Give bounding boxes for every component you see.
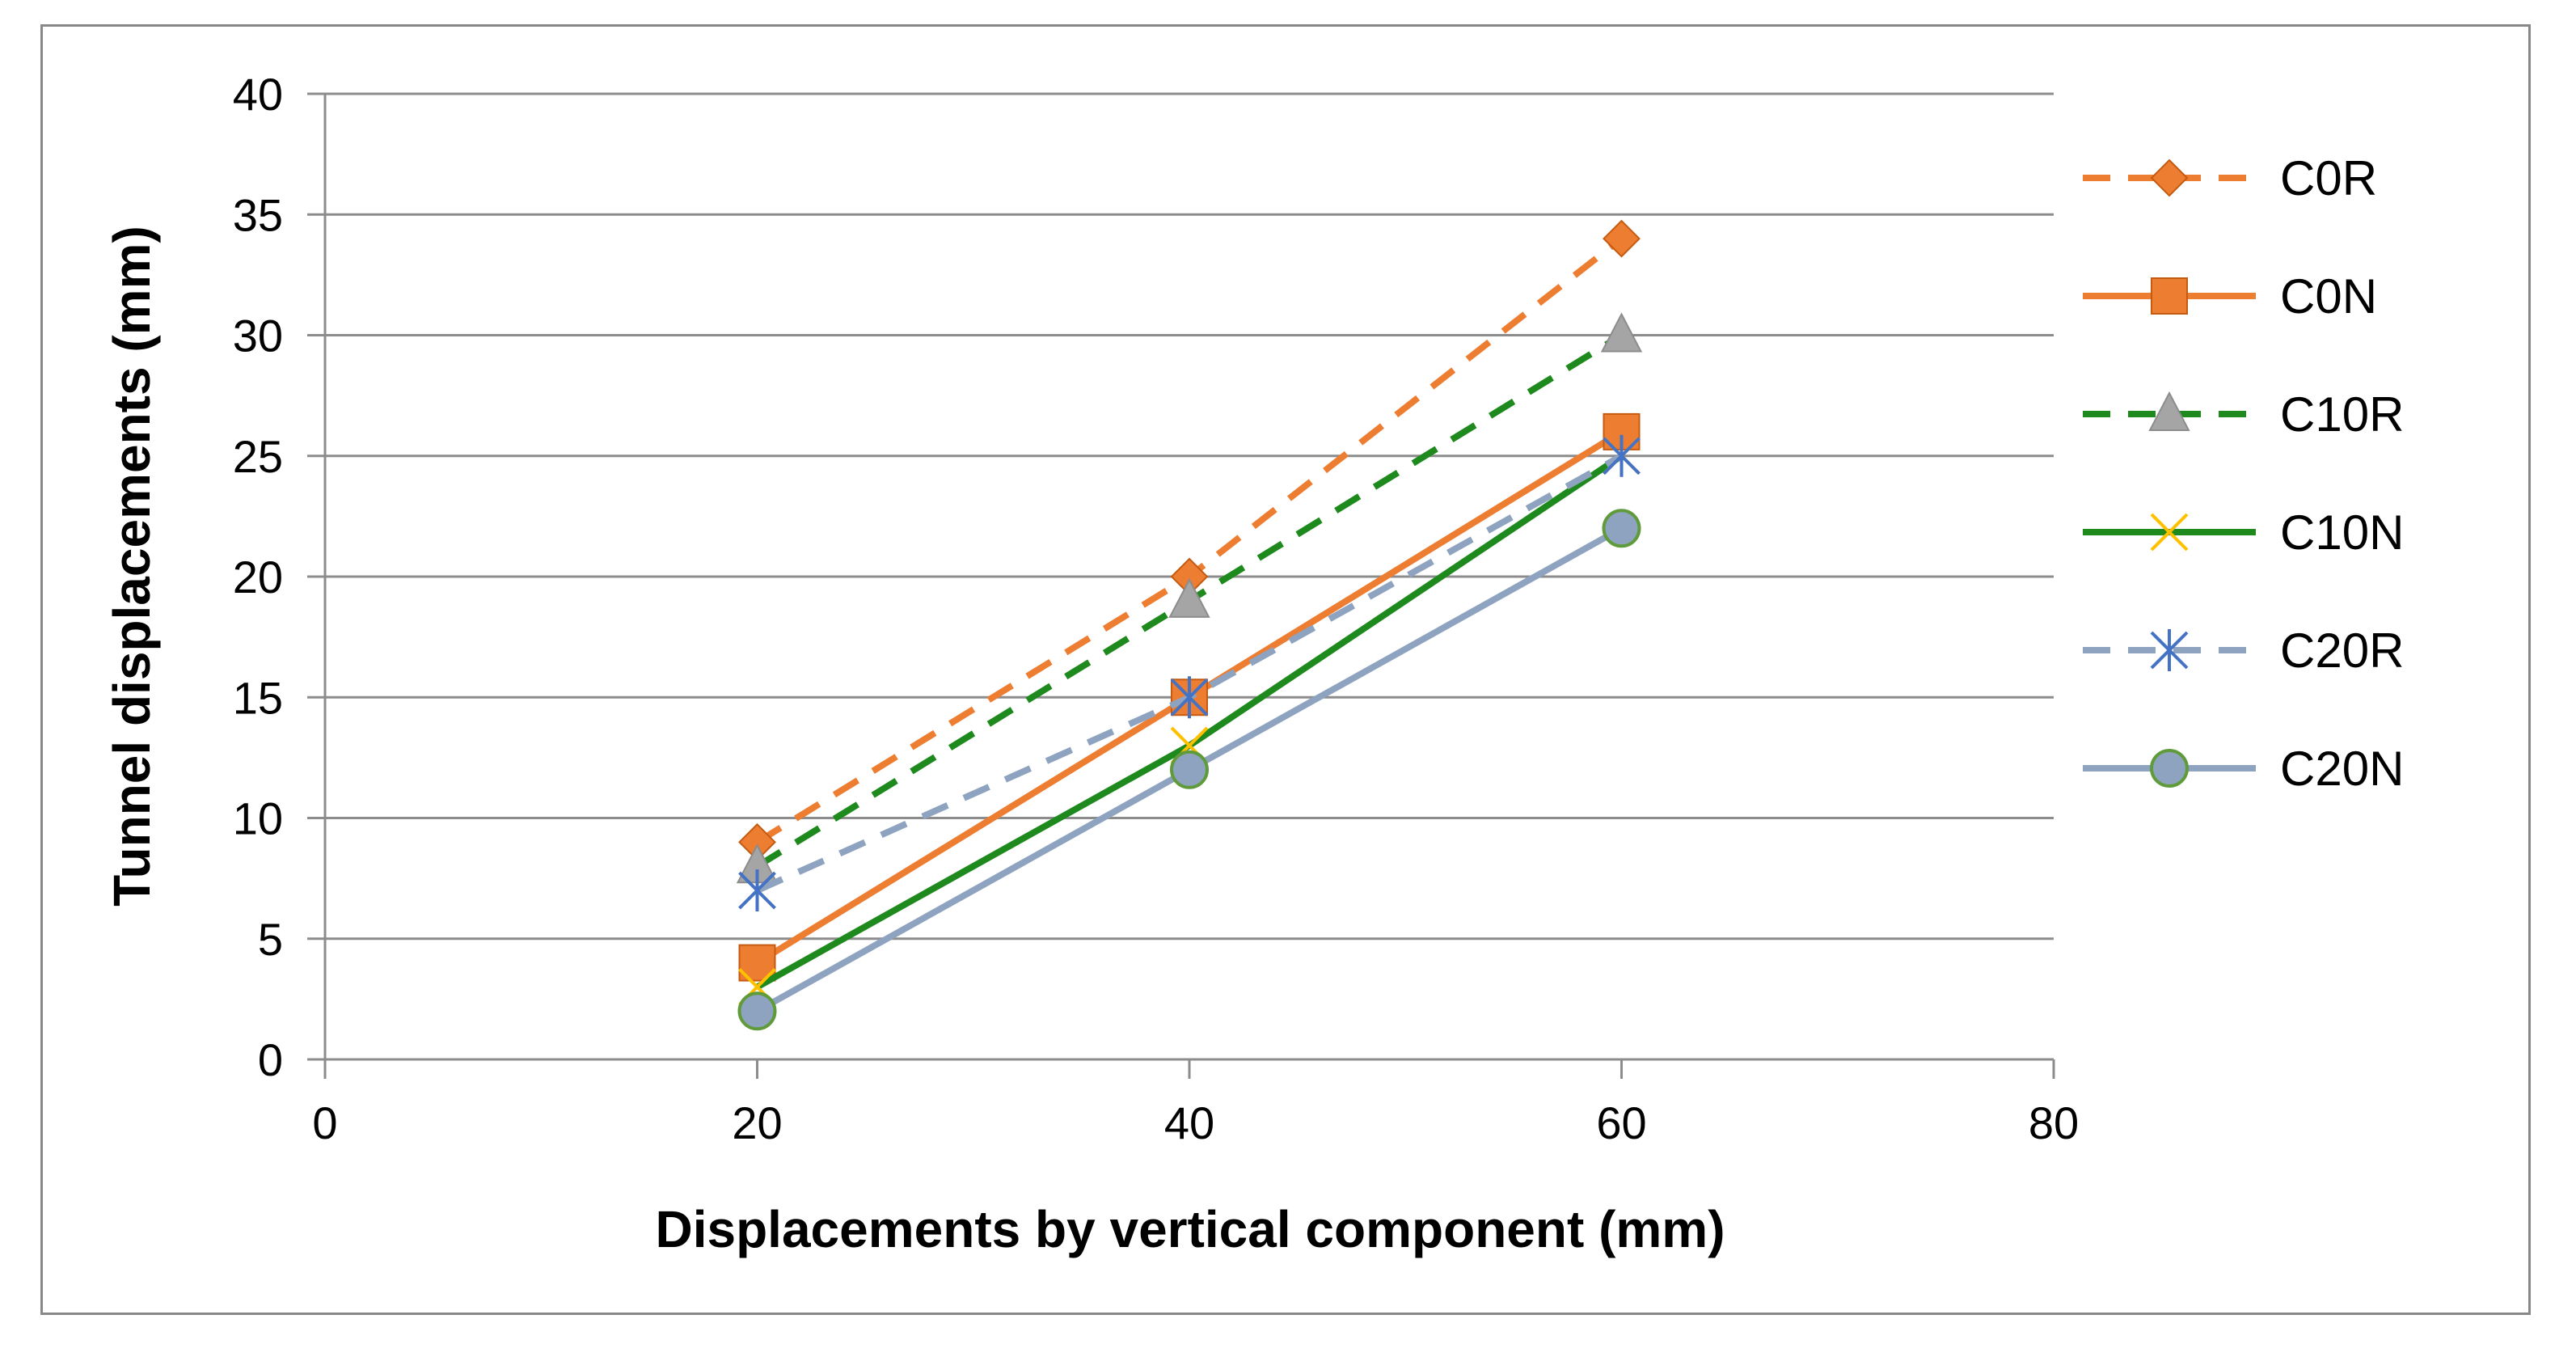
series-point-c10r-40	[1168, 577, 1210, 618]
series-line-c10n	[755, 453, 1624, 990]
y-tick-label-0: 0	[258, 1034, 283, 1085]
legend-marker-c20r	[2150, 629, 2189, 671]
series-c0r	[738, 219, 1641, 861]
series-c20n	[737, 509, 1641, 1031]
legend-label-c10n: C10N	[2280, 505, 2404, 560]
legend-marker-c10n	[2150, 513, 2189, 552]
series-point-c10r-60	[1600, 312, 1643, 353]
series-c10r	[736, 312, 1643, 884]
x-tick-label-80: 80	[2029, 1097, 2079, 1148]
y-tick-label-35: 35	[233, 189, 283, 240]
legend: C0R C0N C10R C10N C20R C20N	[2083, 151, 2404, 796]
legend-item-c20n: C20N	[2083, 742, 2404, 796]
y-tick-label-30: 30	[233, 311, 283, 361]
series-c20r	[738, 434, 1641, 912]
legend-item-c0r: C0R	[2083, 151, 2377, 205]
axis-layer: 0 5 10 15 20 25 30 35 40 0 20 40 60 80	[233, 69, 2079, 1148]
x-tick-label-60: 60	[1596, 1097, 1646, 1148]
legend-marker-c10n-stroke-b	[2150, 513, 2189, 552]
series-layer	[736, 219, 1643, 1031]
legend-label-c0r: C0R	[2280, 151, 2377, 205]
series-point-c20n-60	[1602, 509, 1641, 548]
legend-item-c10r: C10R	[2083, 387, 2404, 442]
series-point-c20n-40	[1170, 750, 1209, 789]
legend-label-c20r: C20R	[2280, 624, 2404, 678]
legend-marker-c20n	[2150, 749, 2189, 788]
series-line-c20r	[755, 453, 1624, 894]
x-tick-label-0: 0	[312, 1097, 337, 1148]
legend-label-c20n: C20N	[2280, 742, 2404, 796]
series-point-c20r-20	[738, 869, 776, 912]
legend-label-c0n: C0N	[2280, 269, 2377, 323]
x-tick-label-20: 20	[732, 1097, 782, 1148]
series-point-c0r-60	[1603, 219, 1641, 258]
legend-item-c20r: C20R	[2083, 624, 2404, 678]
series-point-c20r-40	[1170, 676, 1209, 719]
legend-item-c10n: C10N	[2083, 505, 2404, 560]
legend-marker-c0n	[2151, 277, 2188, 315]
legend-marker-c0r	[2150, 159, 2189, 197]
y-tick-label-40: 40	[233, 69, 283, 120]
series-point-c20r-60	[1603, 434, 1641, 477]
y-tick-label-10: 10	[233, 793, 283, 844]
y-tick-label-25: 25	[233, 431, 283, 482]
series-point-c20n-20	[737, 991, 777, 1031]
y-tick-label-20: 20	[233, 552, 283, 602]
y-tick-label-5: 5	[258, 914, 283, 965]
x-tick-label-40: 40	[1164, 1097, 1214, 1148]
grid-layer	[325, 92, 2054, 941]
legend-item-c0n: C0N	[2083, 269, 2377, 323]
x-axis-title: Displacements by vertical component (mm)	[655, 1200, 1725, 1258]
legend-label-c10r: C10R	[2280, 387, 2404, 442]
y-axis-title: Tunnel displacements (mm)	[103, 226, 161, 907]
y-tick-label-15: 15	[233, 672, 283, 723]
chart-frame	[40, 24, 2531, 1315]
legend-marker-c10r	[2148, 391, 2190, 431]
